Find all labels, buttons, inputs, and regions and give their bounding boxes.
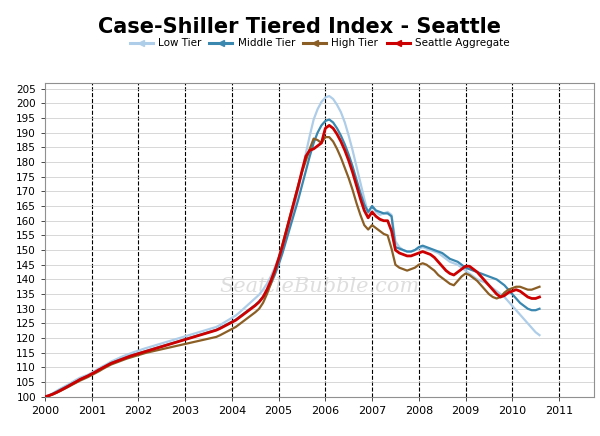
Middle Tier — [536, 306, 543, 311]
Low Tier — [326, 93, 333, 99]
Low Tier — [41, 394, 49, 399]
High Tier — [517, 284, 524, 290]
Middle Tier — [326, 117, 333, 122]
High Tier — [536, 284, 543, 290]
Middle Tier — [470, 268, 477, 273]
High Tier — [41, 394, 49, 399]
Seattle Aggregate — [517, 289, 524, 294]
Low Tier — [224, 317, 232, 323]
High Tier — [322, 134, 329, 140]
Seattle Aggregate — [41, 394, 49, 399]
Seattle Aggregate — [224, 322, 232, 327]
Middle Tier — [41, 394, 49, 399]
Seattle Aggregate — [244, 309, 251, 314]
Low Tier — [162, 340, 169, 345]
Seattle Aggregate — [470, 266, 477, 272]
Legend: Low Tier, Middle Tier, High Tier, Seattle Aggregate: Low Tier, Middle Tier, High Tier, Seattl… — [125, 34, 514, 52]
Low Tier — [244, 303, 251, 308]
Seattle Aggregate — [536, 294, 543, 300]
Middle Tier — [162, 343, 169, 348]
High Tier — [244, 316, 251, 321]
Low Tier — [536, 333, 543, 338]
Middle Tier — [244, 308, 251, 313]
Middle Tier — [298, 183, 305, 188]
Text: SeattleBubble.com: SeattleBubble.com — [220, 277, 419, 296]
Middle Tier — [517, 300, 524, 306]
Seattle Aggregate — [326, 123, 333, 128]
Low Tier — [298, 170, 305, 175]
Low Tier — [517, 312, 524, 317]
Seattle Aggregate — [298, 168, 305, 174]
Line: High Tier: High Tier — [45, 137, 539, 397]
Line: Seattle Aggregate: Seattle Aggregate — [45, 126, 539, 397]
High Tier — [224, 328, 232, 334]
High Tier — [470, 275, 477, 280]
Middle Tier — [224, 321, 232, 326]
High Tier — [298, 170, 305, 175]
Line: Middle Tier: Middle Tier — [45, 119, 539, 397]
Low Tier — [470, 274, 477, 279]
Seattle Aggregate — [162, 343, 169, 348]
Text: Case-Shiller Tiered Index - Seattle: Case-Shiller Tiered Index - Seattle — [98, 17, 502, 37]
High Tier — [162, 346, 169, 351]
Line: Low Tier: Low Tier — [45, 96, 539, 397]
